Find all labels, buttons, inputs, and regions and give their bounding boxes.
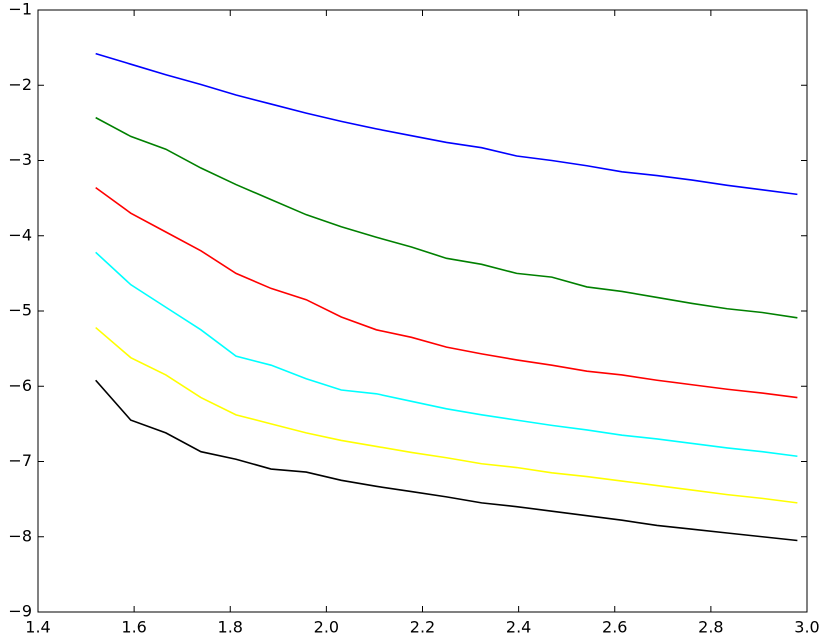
- x-tick-label: 1.8: [218, 618, 243, 636]
- line-series: [95, 116, 798, 319]
- y-tick-label: −4: [8, 225, 32, 244]
- y-tick-label: −2: [8, 75, 32, 94]
- line-series: [95, 251, 798, 458]
- x-tick-label: 2.4: [506, 618, 531, 636]
- line-series: [95, 52, 798, 196]
- y-tick-label: −9: [8, 602, 32, 621]
- x-tick-label: 2.0: [314, 618, 339, 636]
- y-tick-label: −3: [8, 150, 32, 169]
- plot-frame: [37, 9, 808, 613]
- line-series: [95, 379, 798, 542]
- x-tick-label: 2.6: [602, 618, 627, 636]
- x-tick-label: 2.2: [410, 618, 435, 636]
- y-tick-label: −8: [8, 526, 32, 545]
- x-tick-label: 1.4: [25, 618, 50, 636]
- y-tick-label: −7: [8, 451, 32, 470]
- x-tick-label: 1.6: [121, 618, 146, 636]
- x-tick-label: 3.0: [794, 618, 819, 636]
- line-series: [95, 186, 798, 399]
- line-series: [95, 326, 798, 504]
- y-tick-label: −1: [8, 0, 32, 19]
- x-tick-label: 2.8: [698, 618, 723, 636]
- y-tick-label: −5: [8, 301, 32, 320]
- y-tick-label: −6: [8, 376, 32, 395]
